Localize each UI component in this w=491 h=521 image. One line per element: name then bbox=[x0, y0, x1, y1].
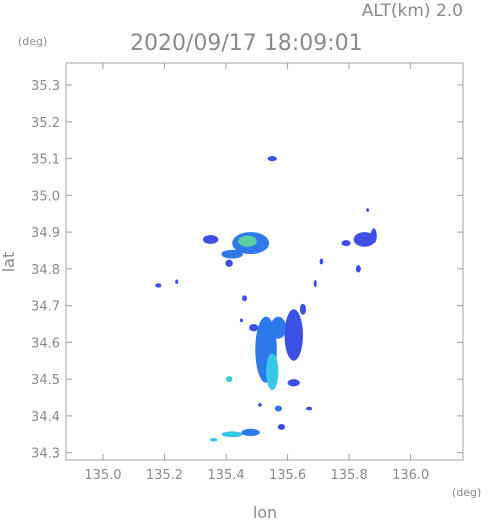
echo-cell-low bbox=[299, 303, 307, 315]
y-tick-label: 34.9 bbox=[31, 226, 60, 241]
x-tick-label: 135.0 bbox=[84, 468, 121, 483]
x-tick-label: 135.8 bbox=[331, 468, 368, 483]
y-tick-label: 34.3 bbox=[31, 447, 60, 462]
echo-cell-low bbox=[249, 323, 259, 332]
timestamp-title: 2020/09/17 18:09:01 bbox=[130, 31, 363, 56]
tick-layer: 135.0 135.2 135.4 135.6 135.8 136.0 34.3 34.4 34… bbox=[31, 63, 463, 483]
echo-cell-low bbox=[202, 235, 219, 244]
echo-cell-high bbox=[221, 431, 243, 438]
echo-cell-low bbox=[341, 240, 351, 247]
echo-cell-low bbox=[319, 258, 324, 265]
echo-cell-low bbox=[287, 379, 300, 387]
echo-cell-low bbox=[284, 309, 303, 361]
altitude-label: ALT(km) 2.0 bbox=[362, 1, 463, 21]
y-tick-label: 35.1 bbox=[31, 153, 60, 168]
y-tick-label: 35.0 bbox=[31, 189, 60, 204]
y-tick-label: 34.6 bbox=[31, 336, 60, 351]
x-tick-label: 135.4 bbox=[207, 468, 244, 483]
y-tick-label: 34.8 bbox=[31, 263, 60, 278]
y-tick-label: 34.7 bbox=[31, 300, 60, 315]
echo-cell-low bbox=[258, 403, 262, 407]
echo-cell-high bbox=[226, 376, 233, 383]
y-axis-unit: (deg) bbox=[18, 35, 47, 48]
y-axis-title: lat bbox=[0, 252, 18, 273]
echo-cell-low bbox=[277, 423, 286, 430]
x-tick-label: 136.0 bbox=[392, 468, 429, 483]
echo-cell-low bbox=[175, 279, 179, 284]
echo-cell-high bbox=[266, 353, 279, 391]
echo-layer bbox=[155, 156, 377, 442]
echo-cell-low bbox=[225, 259, 233, 268]
x-tick-label: 135.6 bbox=[269, 468, 306, 483]
echo-cell-high bbox=[210, 437, 218, 442]
echo-cell-low bbox=[239, 318, 243, 323]
y-tick-label: 35.3 bbox=[31, 79, 60, 94]
echo-cell-low bbox=[370, 228, 377, 244]
echo-cell-low bbox=[313, 279, 317, 288]
echo-cell-mid bbox=[221, 249, 243, 259]
x-axis-title: lon bbox=[253, 503, 277, 521]
x-tick-label: 135.2 bbox=[146, 468, 183, 483]
y-tick-label: 34.4 bbox=[31, 410, 60, 425]
y-tick-label: 35.2 bbox=[31, 116, 60, 131]
echo-cell-peak bbox=[238, 235, 257, 247]
y-tick-label: 34.5 bbox=[31, 373, 60, 388]
echo-cell-low bbox=[267, 156, 277, 162]
echo-cell-low bbox=[353, 232, 376, 247]
echo-cell-low bbox=[242, 295, 247, 302]
echo-cell-mid bbox=[241, 428, 260, 437]
echo-cell-mid bbox=[274, 405, 283, 412]
echo-cell-low bbox=[366, 208, 370, 212]
x-axis-unit: (deg) bbox=[452, 486, 481, 499]
echo-cell-low bbox=[355, 265, 361, 273]
echo-cell-low bbox=[155, 283, 162, 288]
echo-cell-mid bbox=[270, 316, 287, 339]
echo-cell-low bbox=[306, 406, 313, 411]
plot-frame bbox=[65, 62, 464, 461]
